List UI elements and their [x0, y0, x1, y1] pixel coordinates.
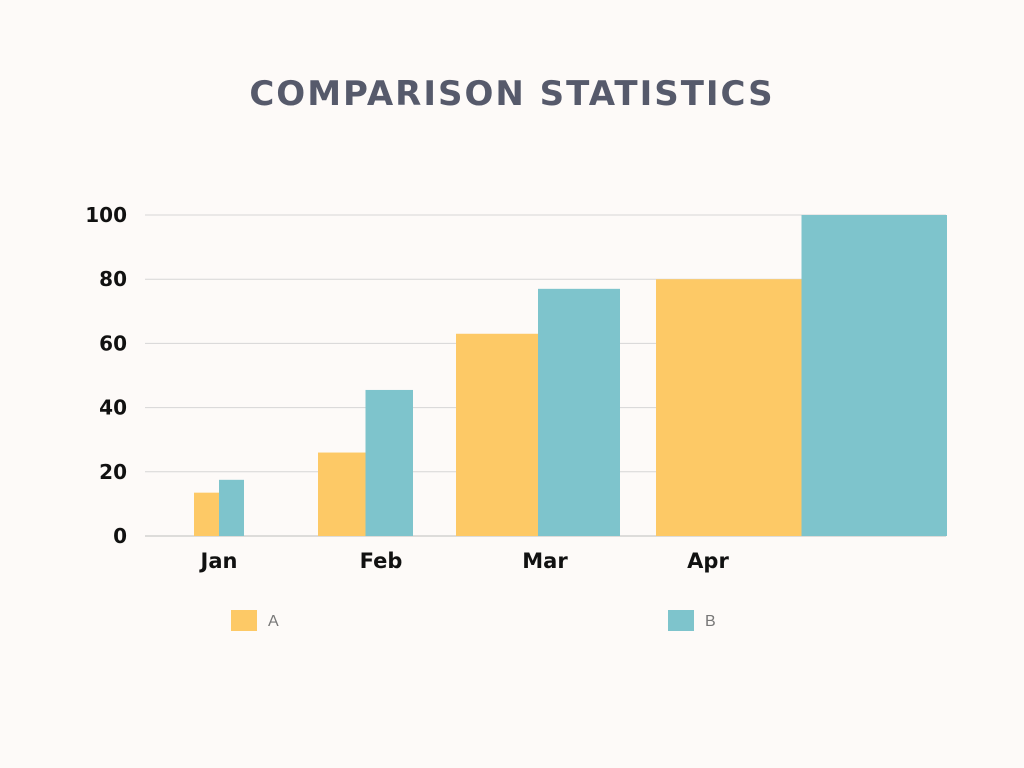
y-tick-label: 60	[99, 331, 127, 355]
legend-swatch	[668, 610, 694, 631]
y-tick-label: 80	[99, 267, 127, 291]
x-tick-label: Apr	[687, 549, 729, 573]
bars	[194, 215, 947, 536]
bar-b-feb	[365, 389, 413, 536]
bar-b-jan	[219, 479, 244, 536]
legend-label: A	[268, 613, 279, 630]
bar-a-feb	[318, 452, 366, 536]
bar-b-apr	[801, 215, 947, 536]
bar-a-mar	[456, 333, 538, 536]
x-tick-label: Jan	[199, 549, 238, 573]
bar-a-apr	[656, 279, 802, 536]
bar-a-jan	[194, 492, 219, 536]
y-tick-label: 100	[85, 203, 127, 227]
x-tick-label: Mar	[522, 549, 568, 573]
bar-b-mar	[538, 288, 620, 536]
y-tick-label: 0	[113, 524, 127, 548]
chart-title: COMPARISON STATISTICS	[249, 74, 775, 114]
x-tick-label: Feb	[360, 549, 403, 573]
y-tick-label: 20	[99, 460, 127, 484]
legend-swatch	[231, 610, 257, 631]
x-axis-ticks: Jan Feb Mar Apr	[199, 549, 730, 573]
y-tick-label: 40	[99, 396, 127, 420]
legend-label: B	[705, 613, 716, 630]
y-axis-ticks: 0 20 40 60 80 100	[85, 203, 127, 548]
